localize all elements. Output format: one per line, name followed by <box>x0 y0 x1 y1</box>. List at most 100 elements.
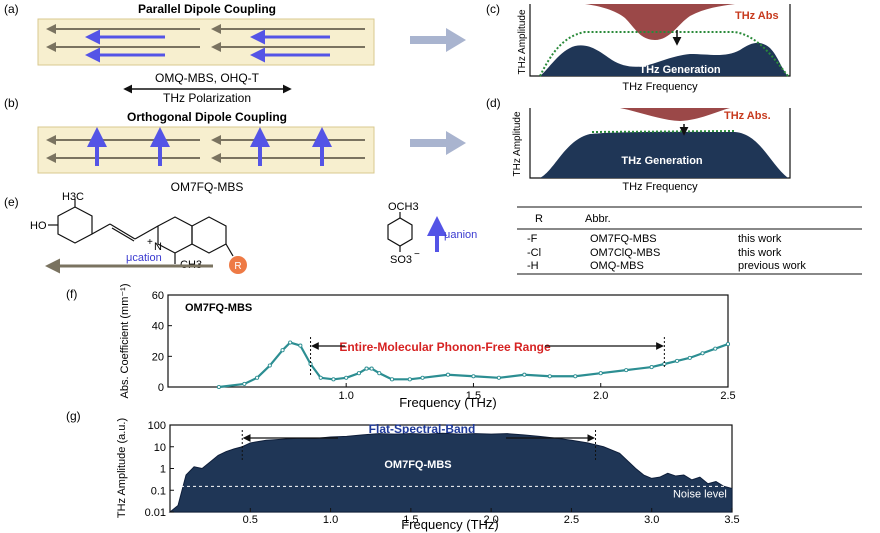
chart-f-data-point <box>598 371 603 376</box>
chart-f-ytick-label: 40 <box>152 321 164 333</box>
chart-f-data-point <box>624 368 629 373</box>
chart-f-data-point <box>298 343 303 348</box>
h3c-label: H3C <box>62 191 84 203</box>
r-substituent-label: R <box>234 261 241 272</box>
chart-f-xtick-label: 1.5 <box>466 390 481 402</box>
chart-f-ytick-label: 0 <box>158 382 164 394</box>
panel-d-ylabel: THz Amplitude <box>512 111 523 176</box>
chart-f-data-point <box>377 371 382 376</box>
panel-c-dotted-envelope <box>539 31 789 77</box>
chart-g-xtick-label: 1.5 <box>403 514 418 526</box>
so3-label: SO3 <box>390 254 412 266</box>
panel-b-caption: OM7FQ-MBS <box>171 180 244 194</box>
och3-label: OCH3 <box>388 201 419 213</box>
chart-g-ytick-label: 0.01 <box>145 507 166 519</box>
table-row-2-r: -Cl <box>527 247 541 259</box>
panel-c-abs-curve <box>585 4 735 40</box>
panel-b-dipoles <box>46 127 365 166</box>
chart-f-plot: 1.0 1.5 2.0 2.5 0 20 40 60 <box>152 290 736 402</box>
chart-f-annotation: Entire-Molecular Phonon-Free Range <box>339 340 551 354</box>
table-row-1-note: this work <box>738 233 782 245</box>
n-plus-label: + <box>147 237 153 248</box>
chart-g-ytick-label: 10 <box>154 442 166 454</box>
chart-f-data-point <box>649 365 654 370</box>
anion-structure <box>387 212 413 252</box>
chart-f-data-point <box>700 351 705 356</box>
chart-g-ytick-label: 1 <box>160 464 166 476</box>
panel-d-abs-text: THz Abs. <box>724 110 771 122</box>
chart-f-data-point <box>288 340 293 345</box>
chart-f-data-point <box>547 374 552 379</box>
table-row-1-abbr: OM7FQ-MBS <box>590 233 657 245</box>
chart-f-data-point <box>369 366 374 371</box>
polarization-label: THz Polarization <box>163 91 251 105</box>
chart-f-xtick-label: 2.0 <box>593 390 608 402</box>
panel-a-dipoles <box>46 24 365 63</box>
panel-g-label: (g) <box>66 409 81 423</box>
chart-f-data-point <box>725 342 731 347</box>
chart-f-data-point <box>356 371 361 376</box>
table-row-3-r: -H <box>527 260 539 272</box>
chart-g-ytick-label: 100 <box>148 420 166 432</box>
panel-d-gen-text: THz Generation <box>621 155 703 167</box>
panel-c-label: (c) <box>486 2 500 16</box>
chart-f-data-point <box>389 377 395 382</box>
chart-f-xtick-label: 1.0 <box>339 390 354 402</box>
panel-c-abs-text: THz Abs <box>735 10 779 22</box>
panel-a-caption: OMQ-MBS, OHQ-T <box>155 71 260 85</box>
table-row-3-note: previous work <box>738 260 806 272</box>
chart-f-ylabel: Abs. Coefficient (mm⁻¹) <box>119 283 131 398</box>
chart-f-data-point <box>255 375 260 380</box>
chart-g-spectrum-area <box>168 432 733 513</box>
panel-d-plot <box>529 108 791 179</box>
chart-g-xlabel: Frequency (THz) <box>401 517 499 532</box>
r-substituent-circle <box>229 256 247 274</box>
chart-f-data-point <box>280 348 285 353</box>
chart-f-frame <box>167 294 729 388</box>
chart-f-title: OM7FQ-MBS <box>185 302 252 314</box>
panel-c-xlabel: THz Frequency <box>622 81 698 93</box>
chart-f-data-point <box>407 377 412 382</box>
chart-f-data-point <box>420 375 425 380</box>
chart-f-ytick-label: 60 <box>152 290 164 302</box>
panel-d-label: (d) <box>486 96 501 110</box>
chart-g-ylabel: THz Amplitude (a.u.) <box>116 418 128 518</box>
table-header-abbr: Abbr. <box>585 213 611 225</box>
panel-d-xlabel: THz Frequency <box>622 181 698 193</box>
panel-d-abs-curve <box>620 108 730 121</box>
table-header-r: R <box>535 213 543 225</box>
panel-b-label: (b) <box>4 96 19 110</box>
panel-c-gen-text: THz Generation <box>639 64 721 76</box>
chart-f-data-point <box>318 375 323 380</box>
panel-e-label: (e) <box>4 195 19 209</box>
table-row-1-r: -F <box>527 233 538 245</box>
chart-f-xtick-label: 2.5 <box>720 390 735 402</box>
flow-arrow-b <box>410 131 466 155</box>
mu-cation-label: μcation <box>126 252 162 264</box>
mu-anion-label: μanion <box>444 229 477 241</box>
chart-f-data-point <box>331 377 336 382</box>
chart-g-xtick-label: 1.0 <box>323 514 338 526</box>
panel-b-title: Orthogonal Dipole Coupling <box>127 110 287 124</box>
chart-f-data-point <box>713 346 718 351</box>
ho-label: HO <box>30 220 47 232</box>
panel-c-gen-area <box>540 42 788 76</box>
chart-f-data-point <box>496 375 501 380</box>
chart-f-data-point <box>573 374 578 379</box>
table-row-2-abbr: OM7ClQ-MBS <box>590 247 660 259</box>
panel-c-plot <box>529 4 791 77</box>
panel-a-box <box>37 18 375 66</box>
chart-f-data-point <box>445 372 451 377</box>
panel-d-gen-area <box>540 131 788 178</box>
chart-f-ytick-label: 20 <box>152 351 164 363</box>
chart-g-xtick-label: 0.5 <box>243 514 258 526</box>
chart-g-ytick-label: 0.1 <box>151 485 166 497</box>
chart-g-xtick-label: 2.5 <box>564 514 579 526</box>
flow-arrow-a <box>410 28 466 52</box>
table-row-3-abbr: OMQ-MBS <box>590 260 644 272</box>
chart-f-data-point <box>687 355 692 360</box>
table-row-2-note: this work <box>738 247 782 259</box>
panel-c-ylabel: THz Amplitude <box>517 9 528 74</box>
chart-g-noise-label: Noise level <box>673 488 727 500</box>
